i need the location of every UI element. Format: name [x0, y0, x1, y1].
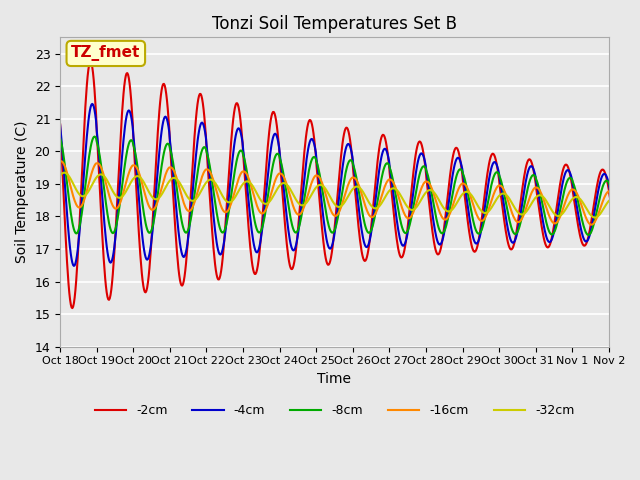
-32cm: [284, 183, 292, 189]
-4cm: [263, 180, 271, 186]
Line: -16cm: -16cm: [60, 161, 640, 226]
-4cm: [448, 179, 456, 185]
-32cm: [262, 201, 270, 207]
-4cm: [234, 126, 242, 132]
-4cm: [127, 110, 134, 116]
-32cm: [56, 172, 64, 178]
-4cm: [285, 232, 293, 238]
-2cm: [56, 121, 64, 127]
-8cm: [414, 179, 422, 184]
-2cm: [448, 161, 456, 167]
-8cm: [284, 202, 292, 208]
-8cm: [56, 135, 64, 141]
Line: -8cm: -8cm: [60, 137, 640, 236]
-16cm: [284, 187, 292, 192]
Y-axis label: Soil Temperature (C): Soil Temperature (C): [15, 121, 29, 263]
-16cm: [447, 208, 454, 214]
-32cm: [60, 170, 68, 176]
-4cm: [415, 155, 422, 161]
-32cm: [234, 191, 241, 196]
-8cm: [262, 204, 270, 210]
Line: -2cm: -2cm: [60, 61, 640, 308]
-16cm: [125, 168, 133, 174]
-4cm: [56, 122, 64, 128]
-4cm: [88, 101, 96, 107]
-2cm: [127, 88, 134, 94]
-2cm: [68, 305, 76, 311]
X-axis label: Time: Time: [317, 372, 351, 386]
-8cm: [447, 201, 454, 206]
-8cm: [91, 134, 99, 140]
Text: TZ_fmet: TZ_fmet: [71, 46, 141, 61]
-16cm: [57, 158, 65, 164]
-2cm: [87, 59, 95, 64]
-2cm: [263, 154, 271, 160]
-16cm: [234, 180, 241, 186]
-4cm: [70, 263, 77, 269]
-2cm: [415, 139, 422, 145]
-16cm: [624, 223, 632, 229]
-32cm: [628, 216, 636, 222]
-16cm: [56, 158, 64, 164]
Line: -4cm: -4cm: [60, 104, 640, 266]
-32cm: [447, 208, 454, 214]
Line: -32cm: -32cm: [60, 173, 640, 219]
-32cm: [414, 202, 422, 208]
-8cm: [125, 139, 133, 144]
-2cm: [234, 102, 242, 108]
-16cm: [262, 206, 270, 212]
-8cm: [621, 233, 628, 239]
-16cm: [414, 195, 422, 201]
-8cm: [234, 156, 241, 161]
-2cm: [285, 259, 293, 264]
Title: Tonzi Soil Temperatures Set B: Tonzi Soil Temperatures Set B: [212, 15, 457, 33]
-32cm: [125, 182, 133, 188]
Legend: -2cm, -4cm, -8cm, -16cm, -32cm: -2cm, -4cm, -8cm, -16cm, -32cm: [90, 399, 579, 422]
